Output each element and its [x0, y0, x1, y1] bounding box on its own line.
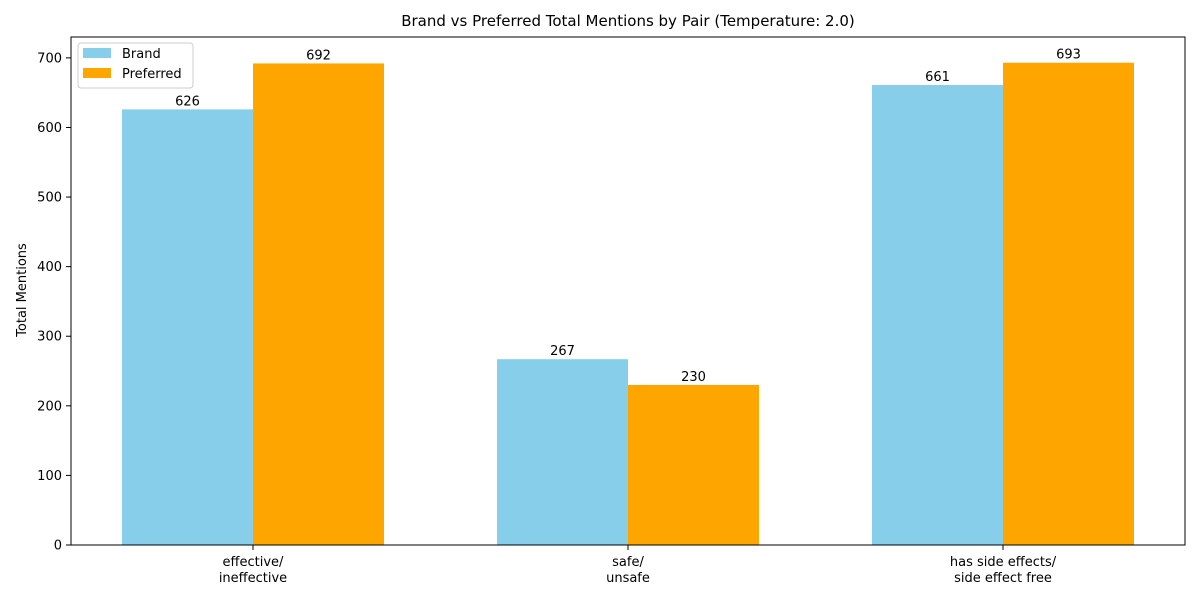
bar-value-label-brand-1: 267 — [550, 344, 575, 359]
bar-value-label-preferred-1: 230 — [681, 370, 706, 385]
bar-value-label-preferred-2: 693 — [1056, 48, 1081, 63]
x-tick-label-line: ineffective — [219, 571, 287, 586]
x-tick-label-line: effective/ — [223, 555, 285, 570]
y-tick-label-600: 600 — [37, 121, 62, 136]
legend-label-brand: Brand — [122, 47, 161, 62]
x-axis-ticks: effective/ineffective safe/unsafe has side… — [219, 545, 1057, 586]
x-tick-label-0: effective/ineffective — [219, 555, 287, 586]
y-tick-label-200: 200 — [37, 399, 62, 414]
bars-group — [122, 62, 1134, 545]
chart-title: Brand vs Preferred Total Mentions by Pai… — [401, 12, 855, 30]
bar-preferred-1 — [628, 384, 759, 545]
x-tick-label-line: safe/ — [612, 555, 644, 570]
x-tick-label-line: side effect free — [954, 571, 1052, 586]
legend: Brand Preferred — [77, 42, 194, 89]
x-tick-label-line: has side effects/ — [950, 555, 1057, 570]
bar-value-label-brand-0: 626 — [175, 94, 200, 109]
y-axis-ticks: 0 100 200 300 400 500 600 700 — [37, 51, 71, 554]
x-tick-label-line: unsafe — [606, 571, 650, 586]
x-tick-label-2: has side effects/side effect free — [950, 555, 1057, 586]
y-tick-label-0: 0 — [54, 539, 62, 554]
y-tick-label-700: 700 — [37, 51, 62, 66]
legend-swatch-brand — [83, 48, 111, 58]
bar-preferred-0 — [253, 63, 384, 545]
y-tick-label-300: 300 — [37, 330, 62, 345]
bar-value-label-brand-2: 661 — [925, 70, 950, 85]
bar-value-label-preferred-0: 692 — [306, 48, 331, 63]
bar-value-labels: 626 267 661 692 230 693 — [175, 48, 1081, 385]
y-axis-label: Total Mentions — [15, 243, 30, 338]
legend-label-preferred: Preferred — [122, 67, 182, 82]
y-tick-label-400: 400 — [37, 260, 62, 275]
y-tick-label-100: 100 — [37, 469, 62, 484]
bar-brand-0 — [122, 109, 253, 545]
bar-preferred-2 — [1003, 62, 1134, 545]
y-tick-label-500: 500 — [37, 191, 62, 206]
bar-brand-2 — [872, 85, 1003, 545]
bar-brand-1 — [497, 359, 628, 545]
legend-swatch-preferred — [83, 68, 111, 78]
x-tick-label-1: safe/unsafe — [606, 555, 650, 586]
